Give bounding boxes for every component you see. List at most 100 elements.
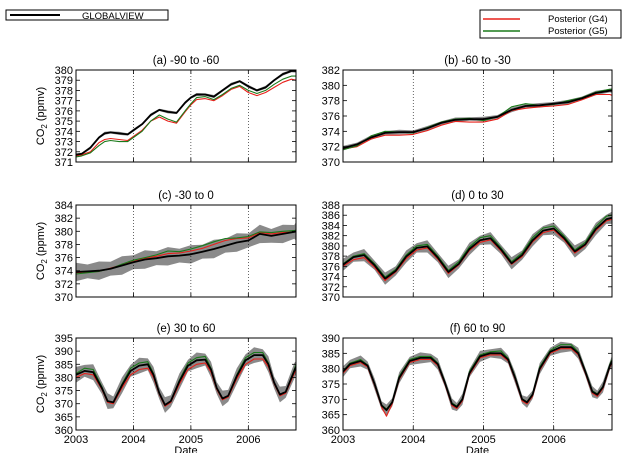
series-line-globalview (343, 216, 612, 280)
series-line-globalview (343, 89, 612, 150)
plot-area-e (76, 338, 296, 430)
y-axis-label: CO2 (ppmv) (35, 87, 49, 145)
plot-frame (342, 69, 613, 163)
y-tick-label: 375 (55, 116, 73, 128)
y-tick-label: 370 (55, 292, 73, 304)
y-tick-label: 380 (55, 65, 73, 77)
y-tick-label: 385 (322, 348, 340, 360)
y-tick-label: 370 (322, 157, 340, 169)
x-tick-label: 2003 (331, 434, 355, 446)
legend-right-box (479, 9, 622, 39)
y-tick-label: 382 (322, 65, 340, 77)
x-tick-label: 2003 (64, 434, 88, 446)
y-tick-label: 374 (55, 126, 73, 138)
chart-panel-b: (b) -60 to -30 370 372 374 376 378 380 382 (322, 55, 613, 169)
y-tick-label: 371 (55, 157, 73, 169)
x-tick-label: 2004 (121, 434, 145, 446)
y-tick-label: 372 (322, 282, 340, 294)
plot-area-c (76, 205, 296, 297)
uncertainty-band (76, 347, 296, 413)
panels: (a) -90 to -6037137237337437537637737837… (35, 55, 613, 453)
y-tick-label: 378 (322, 251, 340, 263)
legend-left-box (5, 9, 169, 21)
chart-panel-d: (d) 0 to 30 37037237437637838038238438638… (322, 190, 613, 304)
y-tick-label: 372 (322, 142, 340, 154)
y-tick-label: 376 (322, 111, 340, 123)
y-tick-label: 378 (55, 85, 73, 97)
y-tick-label: 360 (55, 425, 73, 437)
y-tick-label: 376 (55, 106, 73, 118)
y-tick-label: 370 (322, 394, 340, 406)
plot-frame (342, 337, 613, 431)
y-tick-label: 375 (55, 386, 73, 398)
series-line-g4 (76, 78, 296, 157)
panel-title: (c) -30 to 0 (158, 190, 214, 202)
y-tick-label: 388 (322, 200, 340, 212)
series-line-g5 (343, 344, 612, 410)
legend-right: Posterior (G4) Posterior (G5) (479, 9, 622, 39)
series-line-g5 (343, 214, 612, 278)
y-tick-label: 370 (322, 292, 340, 304)
series-line-globalview (76, 230, 296, 273)
y-tick-label: 373 (55, 137, 73, 149)
legend-label-g5: Posterior (G5) (548, 26, 608, 37)
y-tick-label: 365 (55, 412, 73, 424)
plot-frame (75, 204, 297, 298)
y-tick-label: 374 (322, 272, 340, 284)
plot-area-d (343, 205, 612, 297)
y-tick-label: 365 (322, 410, 340, 422)
y-tick-label: 374 (55, 266, 73, 278)
legend-left: GLOBALVIEW (5, 9, 169, 22)
y-tick-label: 377 (55, 96, 73, 108)
y-tick-label: 372 (55, 279, 73, 291)
y-tick-label: 372 (55, 147, 73, 159)
y-tick-label: 384 (55, 200, 73, 212)
x-tick-label: 2005 (179, 434, 203, 446)
y-tick-label: 380 (322, 80, 340, 92)
y-tick-label: 384 (322, 220, 340, 232)
y-tick-label: 374 (322, 126, 340, 138)
y-tick-label: 370 (55, 399, 73, 411)
y-tick-label: 380 (55, 226, 73, 238)
uncertainty-band (76, 70, 296, 157)
y-tick-label: 382 (322, 231, 340, 243)
y-tick-label: 395 (55, 333, 73, 345)
plot-area-f (343, 338, 612, 430)
plot-frame (75, 69, 297, 163)
panel-title: (a) -90 to -60 (153, 55, 219, 67)
panel-title: (e) 30 to 60 (157, 323, 216, 335)
chart-panel-a: (a) -90 to -60 37137237337437537637737837… (35, 55, 297, 169)
y-tick-label: 376 (55, 253, 73, 265)
y-tick-label: 378 (55, 239, 73, 251)
y-axis-label: CO2 (ppmv) (35, 222, 49, 280)
panel-title: (d) 0 to 30 (451, 190, 503, 202)
y-axis-label: CO2 (ppmv) (35, 355, 49, 413)
y-tick-label: 375 (322, 379, 340, 391)
x-axis-label: Date (174, 445, 197, 453)
series-line-g5 (76, 75, 296, 158)
panel-title: (f) 60 to 90 (450, 323, 506, 335)
plot-area-b (343, 70, 612, 162)
legend-label-globalview: GLOBALVIEW (82, 11, 144, 22)
y-tick-label: 382 (55, 213, 73, 225)
series-line-globalview (76, 354, 296, 406)
plot-frame (342, 204, 613, 298)
panel-title: (b) -60 to -30 (444, 55, 510, 67)
y-tick-label: 378 (322, 96, 340, 108)
series-line-g4 (343, 93, 612, 150)
y-tick-label: 390 (55, 346, 73, 358)
chart-panel-f: (f) 60 to 90 360 365 370 375 380 385 390 2003 200… (322, 323, 613, 453)
y-tick-label: 385 (55, 359, 73, 371)
x-tick-label: 2006 (236, 434, 260, 446)
plot-frame (75, 337, 297, 431)
x-tick-label: 2005 (471, 434, 495, 446)
uncertainty-band (343, 341, 612, 416)
legend-label-g4: Posterior (G4) (548, 14, 608, 25)
x-tick-label: 2006 (541, 434, 565, 446)
y-tick-label: 380 (322, 364, 340, 376)
x-tick-label: 2004 (401, 434, 425, 446)
plot-area-a (76, 70, 296, 162)
y-tick-label: 379 (55, 75, 73, 87)
